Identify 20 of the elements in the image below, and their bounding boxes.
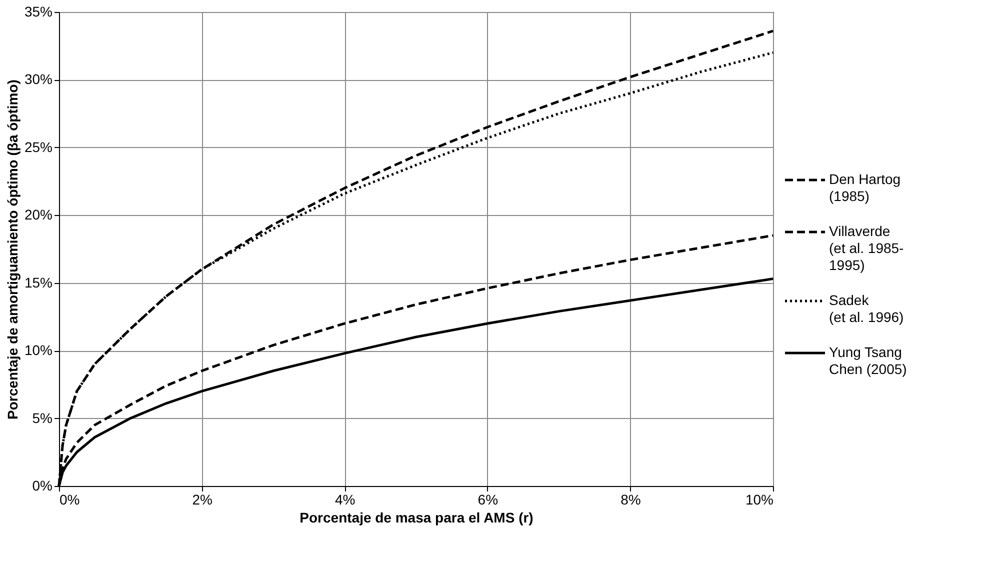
legend-label: Sadek (et al. 1996) xyxy=(829,292,904,325)
y-tick-label: 0% xyxy=(32,478,52,494)
y-tick-label: 30% xyxy=(24,71,52,88)
x-tick-label: 2% xyxy=(192,492,212,508)
y-axis-title: Porcentaje de amortiguamiento óptimo (βa óptimo) xyxy=(4,80,20,420)
legend-label: Den Hartog (1985) xyxy=(829,171,901,204)
x-axis-title: Porcentaje de masa para el AMS (r) xyxy=(300,510,534,526)
legend-label: Yung Tsang Chen (2005) xyxy=(829,344,907,377)
x-tick-label: 6% xyxy=(478,492,498,508)
y-tick-label: 15% xyxy=(24,274,52,290)
x-tick-label: 10% xyxy=(745,492,774,508)
y-tick-label: 10% xyxy=(24,342,52,358)
y-tick-label: 25% xyxy=(24,138,52,155)
x-tick-label: 8% xyxy=(620,492,641,508)
y-tick-label: 5% xyxy=(32,410,52,426)
y-tick-label: 35% xyxy=(24,4,52,20)
x-tick-label: 0% xyxy=(60,492,80,508)
y-tick-label: 20% xyxy=(24,206,52,223)
legend-label: Villaverde (et al. 1985- 1995) xyxy=(829,223,904,273)
x-tick-label: 4% xyxy=(334,492,356,508)
